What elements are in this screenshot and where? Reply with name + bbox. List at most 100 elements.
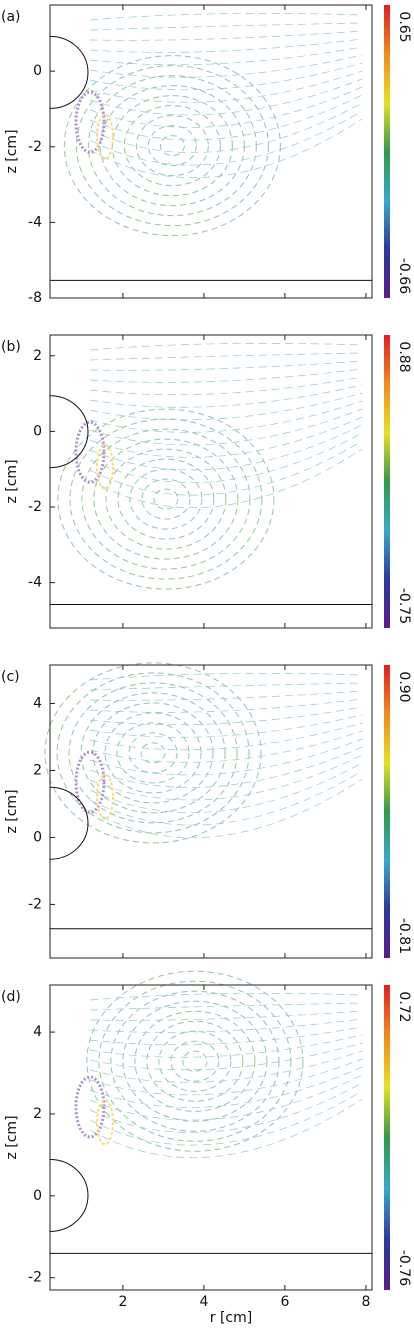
streak <box>111 95 233 197</box>
y-tick-label: -2 <box>28 1270 42 1286</box>
sphere <box>49 1158 89 1232</box>
plot-frame <box>49 334 373 629</box>
streak <box>89 22 363 31</box>
streak <box>89 384 363 408</box>
vortex-color <box>96 113 114 160</box>
streak <box>123 105 221 187</box>
y-tick-label: 0 <box>33 63 42 79</box>
colorbar-max-label: 0.90 <box>396 671 412 702</box>
y-tick-label: 2 <box>33 762 42 778</box>
flow-pattern <box>74 970 363 1158</box>
streak <box>89 46 363 66</box>
panel: 4 2 0 -2 z [cm] (c) 0.90 -0.81 <box>1 662 412 959</box>
streak <box>89 690 363 701</box>
streak <box>89 408 363 446</box>
streak <box>68 682 238 824</box>
streak <box>86 970 304 1152</box>
streak <box>44 662 262 844</box>
streak <box>89 706 363 726</box>
vortex-color <box>96 773 114 820</box>
y-axis-label: z [cm] <box>4 129 20 173</box>
colorbar-min-label: -0.76 <box>396 1250 412 1286</box>
streak <box>89 1002 363 1011</box>
streak <box>134 1010 256 1112</box>
y-tick-label: -2 <box>28 896 42 912</box>
x-tick-label: 4 <box>199 1294 208 1310</box>
vortex-color <box>96 443 114 490</box>
streak <box>158 1030 232 1092</box>
colorbar-max-label: 0.72 <box>396 991 412 1022</box>
panel-label: (a) <box>1 9 21 25</box>
streak <box>89 1034 363 1058</box>
panel: 4 2 0 -2 2 4 6 8 r [cm] z [cm] (d) 0.72 -0.76 <box>1 970 412 1326</box>
streak <box>89 78 363 116</box>
streak <box>89 1074 363 1121</box>
streak <box>89 54 363 78</box>
y-tick-label: -8 <box>28 290 42 306</box>
streak <box>98 980 292 1142</box>
colorbar-min-label: -0.81 <box>396 918 412 954</box>
y-tick-label: 0 <box>33 1188 42 1204</box>
streak <box>89 738 363 776</box>
streak <box>89 376 363 396</box>
streak <box>182 1050 208 1072</box>
streak <box>89 118 363 178</box>
vortex-color <box>74 1075 106 1139</box>
plot-frame <box>49 984 373 1291</box>
streak <box>89 392 363 421</box>
streak <box>159 135 185 157</box>
flow-pattern <box>63 12 363 237</box>
panel: 2 0 -2 -4 z [cm] (b) 0.88 -0.75 <box>1 334 412 629</box>
streak <box>89 102 363 153</box>
streak <box>89 714 363 738</box>
vortex-color <box>74 420 106 484</box>
streak <box>89 1050 363 1083</box>
streak <box>89 416 363 458</box>
streak <box>89 762 363 813</box>
streak <box>89 1066 363 1108</box>
streak <box>89 1098 363 1158</box>
streak <box>89 368 363 383</box>
streak <box>89 62 363 91</box>
vortex-color <box>96 1099 114 1146</box>
streak <box>89 1026 363 1046</box>
y-tick-label: 2 <box>33 348 42 364</box>
streak <box>89 698 363 713</box>
streak <box>89 778 363 838</box>
streak <box>89 70 363 103</box>
streak <box>63 55 281 237</box>
y-axis-label: z [cm] <box>4 459 20 503</box>
y-tick-label: -4 <box>28 575 42 591</box>
panel-label: (d) <box>1 989 21 1005</box>
vortex-color <box>74 750 106 814</box>
streak <box>89 12 363 21</box>
streak <box>81 428 251 570</box>
sphere <box>49 35 89 109</box>
streak <box>170 1040 220 1082</box>
streak <box>89 110 363 166</box>
streak <box>128 732 178 774</box>
streak <box>104 712 202 794</box>
y-tick-label: 0 <box>33 829 42 845</box>
streak <box>146 1020 244 1102</box>
y-tick-label: 2 <box>33 1106 42 1122</box>
streak <box>89 746 363 788</box>
streak <box>116 722 190 784</box>
streak <box>89 448 363 508</box>
streak <box>117 458 215 540</box>
streak <box>89 730 363 763</box>
streak <box>69 418 263 580</box>
y-axis-label: z [cm] <box>4 789 20 833</box>
streak <box>147 125 197 167</box>
streak <box>89 424 363 471</box>
streak <box>129 468 203 530</box>
x-tick-label: 8 <box>361 1294 370 1310</box>
streak <box>87 75 257 217</box>
y-tick-label: 4 <box>33 696 42 712</box>
y-tick-label: -2 <box>28 499 42 515</box>
streak <box>89 86 363 128</box>
sphere <box>49 786 89 860</box>
streak <box>89 1090 363 1146</box>
panel-label: (c) <box>1 669 20 685</box>
